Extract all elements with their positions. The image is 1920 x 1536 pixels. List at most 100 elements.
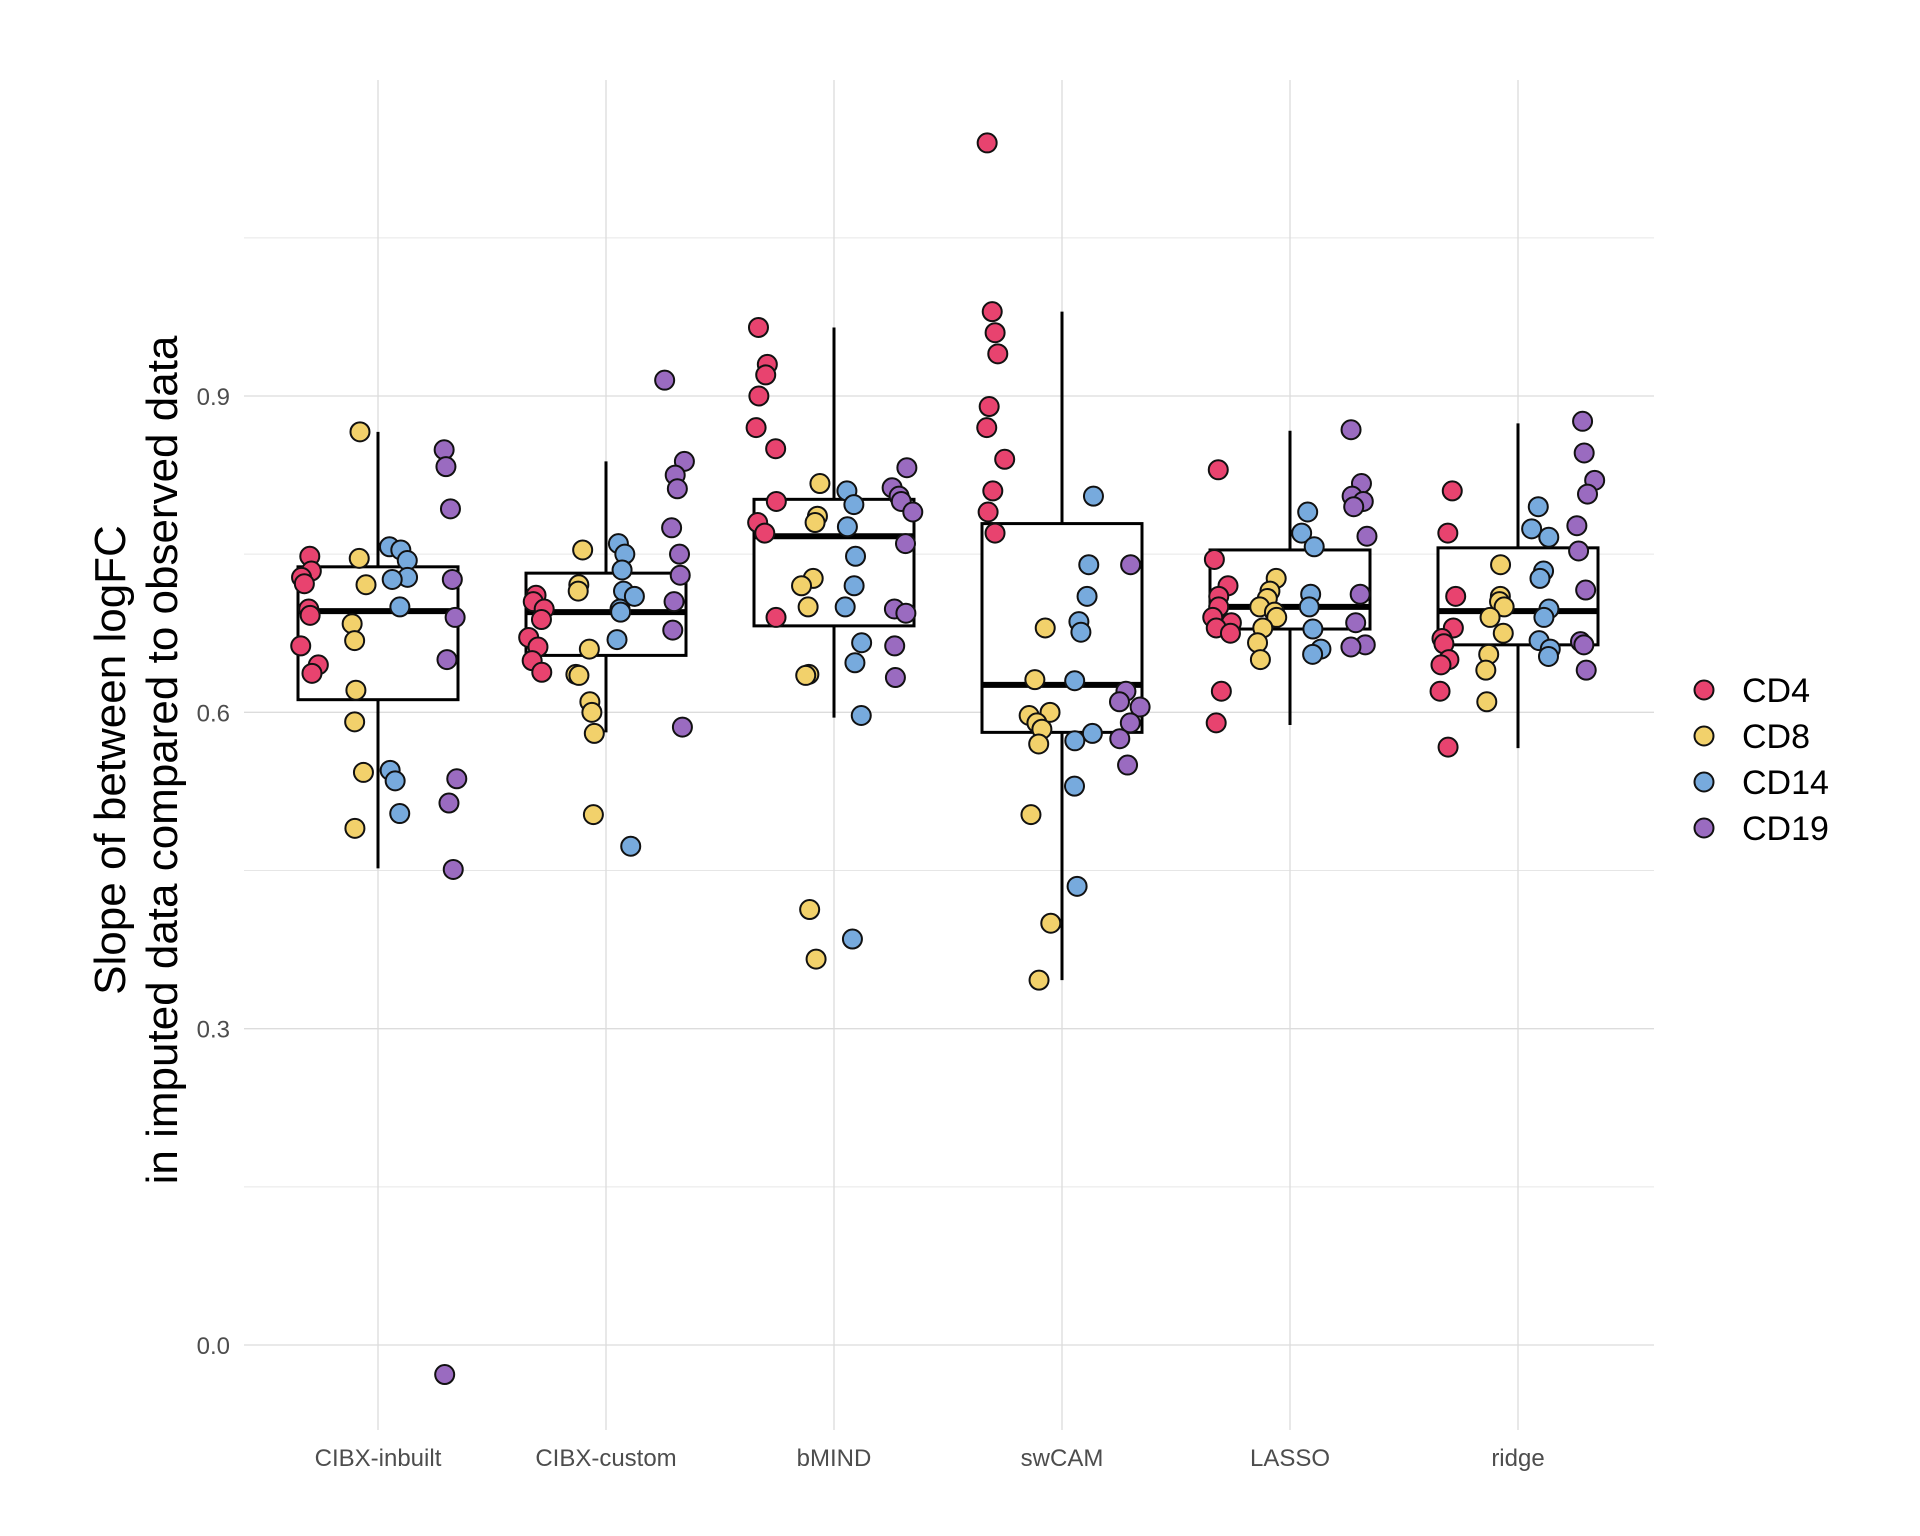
data-point-cd8 <box>567 580 589 602</box>
data-point-cd14 <box>1529 567 1551 589</box>
data-point-cd8 <box>345 679 367 701</box>
data-point-cd4 <box>978 396 1000 418</box>
data-point-cd4 <box>530 609 552 631</box>
data-point-cd19 <box>1345 612 1367 634</box>
data-point-cd8 <box>578 638 600 660</box>
box-bMIND <box>752 327 916 718</box>
data-point-cd4 <box>976 132 998 154</box>
data-point-cd14 <box>610 601 632 623</box>
data-point-cd14 <box>1527 496 1549 518</box>
data-point-cd4 <box>1219 622 1241 644</box>
data-point-cd19 <box>661 517 683 539</box>
x-tick-label: LASSO <box>1250 1445 1330 1472</box>
data-point-cd19 <box>1108 691 1130 713</box>
data-point-cd19 <box>1109 728 1131 750</box>
data-point-cd19 <box>1568 540 1590 562</box>
data-point-cd4 <box>1437 522 1459 544</box>
data-point-cd19 <box>441 568 463 590</box>
data-point-cd14 <box>1303 536 1325 558</box>
data-point-cd4 <box>1203 548 1225 570</box>
data-point-cd8 <box>1040 912 1062 934</box>
x-tick-label: swCAM <box>1021 1445 1104 1472</box>
legend: CD4 CD8 CD14 CD19 <box>1693 672 1829 848</box>
data-point-cd19 <box>1343 496 1365 518</box>
data-point-cd19 <box>1129 696 1151 718</box>
data-point-cd19 <box>438 792 460 814</box>
data-point-cd8 <box>797 596 819 618</box>
data-point-cd14 <box>1538 526 1560 548</box>
data-point-cd19 <box>435 456 457 478</box>
data-point-cd8 <box>1028 733 1050 755</box>
data-point-cd19 <box>671 716 693 738</box>
data-point-cd19 <box>439 498 461 520</box>
data-point-cd19 <box>669 543 691 565</box>
y-axis-title-line-1: Slope of between logFC <box>86 525 135 995</box>
y-tick-label: 0.9 <box>197 384 230 411</box>
legend-key-cd4 <box>1693 679 1715 701</box>
data-point-cd19 <box>1340 636 1362 658</box>
data-point-cd4 <box>987 343 1009 365</box>
data-point-cd8 <box>341 613 363 635</box>
data-point-cd14 <box>389 596 411 618</box>
boxes <box>296 311 1600 981</box>
data-point-cd8 <box>572 539 594 561</box>
legend-key-cd19 <box>1693 817 1715 839</box>
box-CIBX-inbuilt <box>296 431 460 869</box>
data-point-cd8 <box>804 512 826 534</box>
box-ridge <box>1436 423 1600 749</box>
data-point-cd14 <box>843 575 865 597</box>
grid-lines <box>244 80 1654 1430</box>
data-point-cd14 <box>1302 618 1324 640</box>
x-tick-label: ridge <box>1491 1445 1544 1472</box>
box-CIBX-custom <box>524 461 688 733</box>
data-point-cd14 <box>834 596 856 618</box>
y-tick-label: 0.6 <box>197 700 230 727</box>
x-tick-label: bMIND <box>797 1445 872 1472</box>
data-point-cd14 <box>1298 596 1320 618</box>
data-point-cd19 <box>1356 525 1378 547</box>
data-point-cd14 <box>620 835 642 857</box>
data-point-cd4 <box>293 573 315 595</box>
data-point-cd4 <box>984 322 1006 344</box>
data-point-cd4 <box>1205 712 1227 734</box>
data-point-cd4 <box>1207 459 1229 481</box>
data-point-cd14 <box>606 629 628 651</box>
data-point-cd19 <box>662 619 684 641</box>
data-point-cd8 <box>344 630 366 652</box>
data-point-cd14 <box>845 545 867 567</box>
data-point-cd8 <box>809 473 831 495</box>
data-point-cd19 <box>896 457 918 479</box>
data-point-cd14 <box>1076 585 1098 607</box>
data-point-cd19 <box>666 478 688 500</box>
data-point-cd19 <box>434 1364 456 1386</box>
data-point-cd4 <box>531 661 553 683</box>
x-axis-ticks: CIBX-inbuilt CIBX-custom bMIND swCAM LASSO ri… <box>315 1445 1545 1472</box>
data-point-cd8 <box>1249 649 1271 671</box>
data-point-cd19 <box>894 533 916 555</box>
box-iqr <box>752 497 916 628</box>
data-point-cd14 <box>1070 621 1092 643</box>
legend-key-cd8 <box>1693 725 1715 747</box>
data-point-cd4 <box>299 604 321 626</box>
data-point-cd19 <box>1577 483 1599 505</box>
data-point-cd4 <box>981 301 1003 323</box>
data-point-cd14 <box>1078 554 1100 576</box>
data-point-cd4 <box>1429 680 1451 702</box>
data-point-cd19 <box>1120 554 1142 576</box>
data-point-cd19 <box>663 591 685 613</box>
data-point-cd4 <box>745 417 767 439</box>
box-iqr <box>296 565 460 702</box>
data-point-cd4 <box>984 522 1006 544</box>
data-point-cd8 <box>1479 606 1501 628</box>
data-point-cd19 <box>1340 419 1362 441</box>
data-point-cd8 <box>1490 554 1512 576</box>
legend-label-cd8: CD8 <box>1742 718 1810 756</box>
data-point-cd4 <box>1430 654 1452 676</box>
data-point-cd14 <box>1081 722 1103 744</box>
data-point-cd14 <box>844 652 866 674</box>
data-point-cd19 <box>1575 579 1597 601</box>
data-point-cd8 <box>1024 669 1046 691</box>
data-point-cd8 <box>568 664 590 686</box>
data-point-cd14 <box>623 585 645 607</box>
data-point-cd19 <box>1572 410 1594 432</box>
